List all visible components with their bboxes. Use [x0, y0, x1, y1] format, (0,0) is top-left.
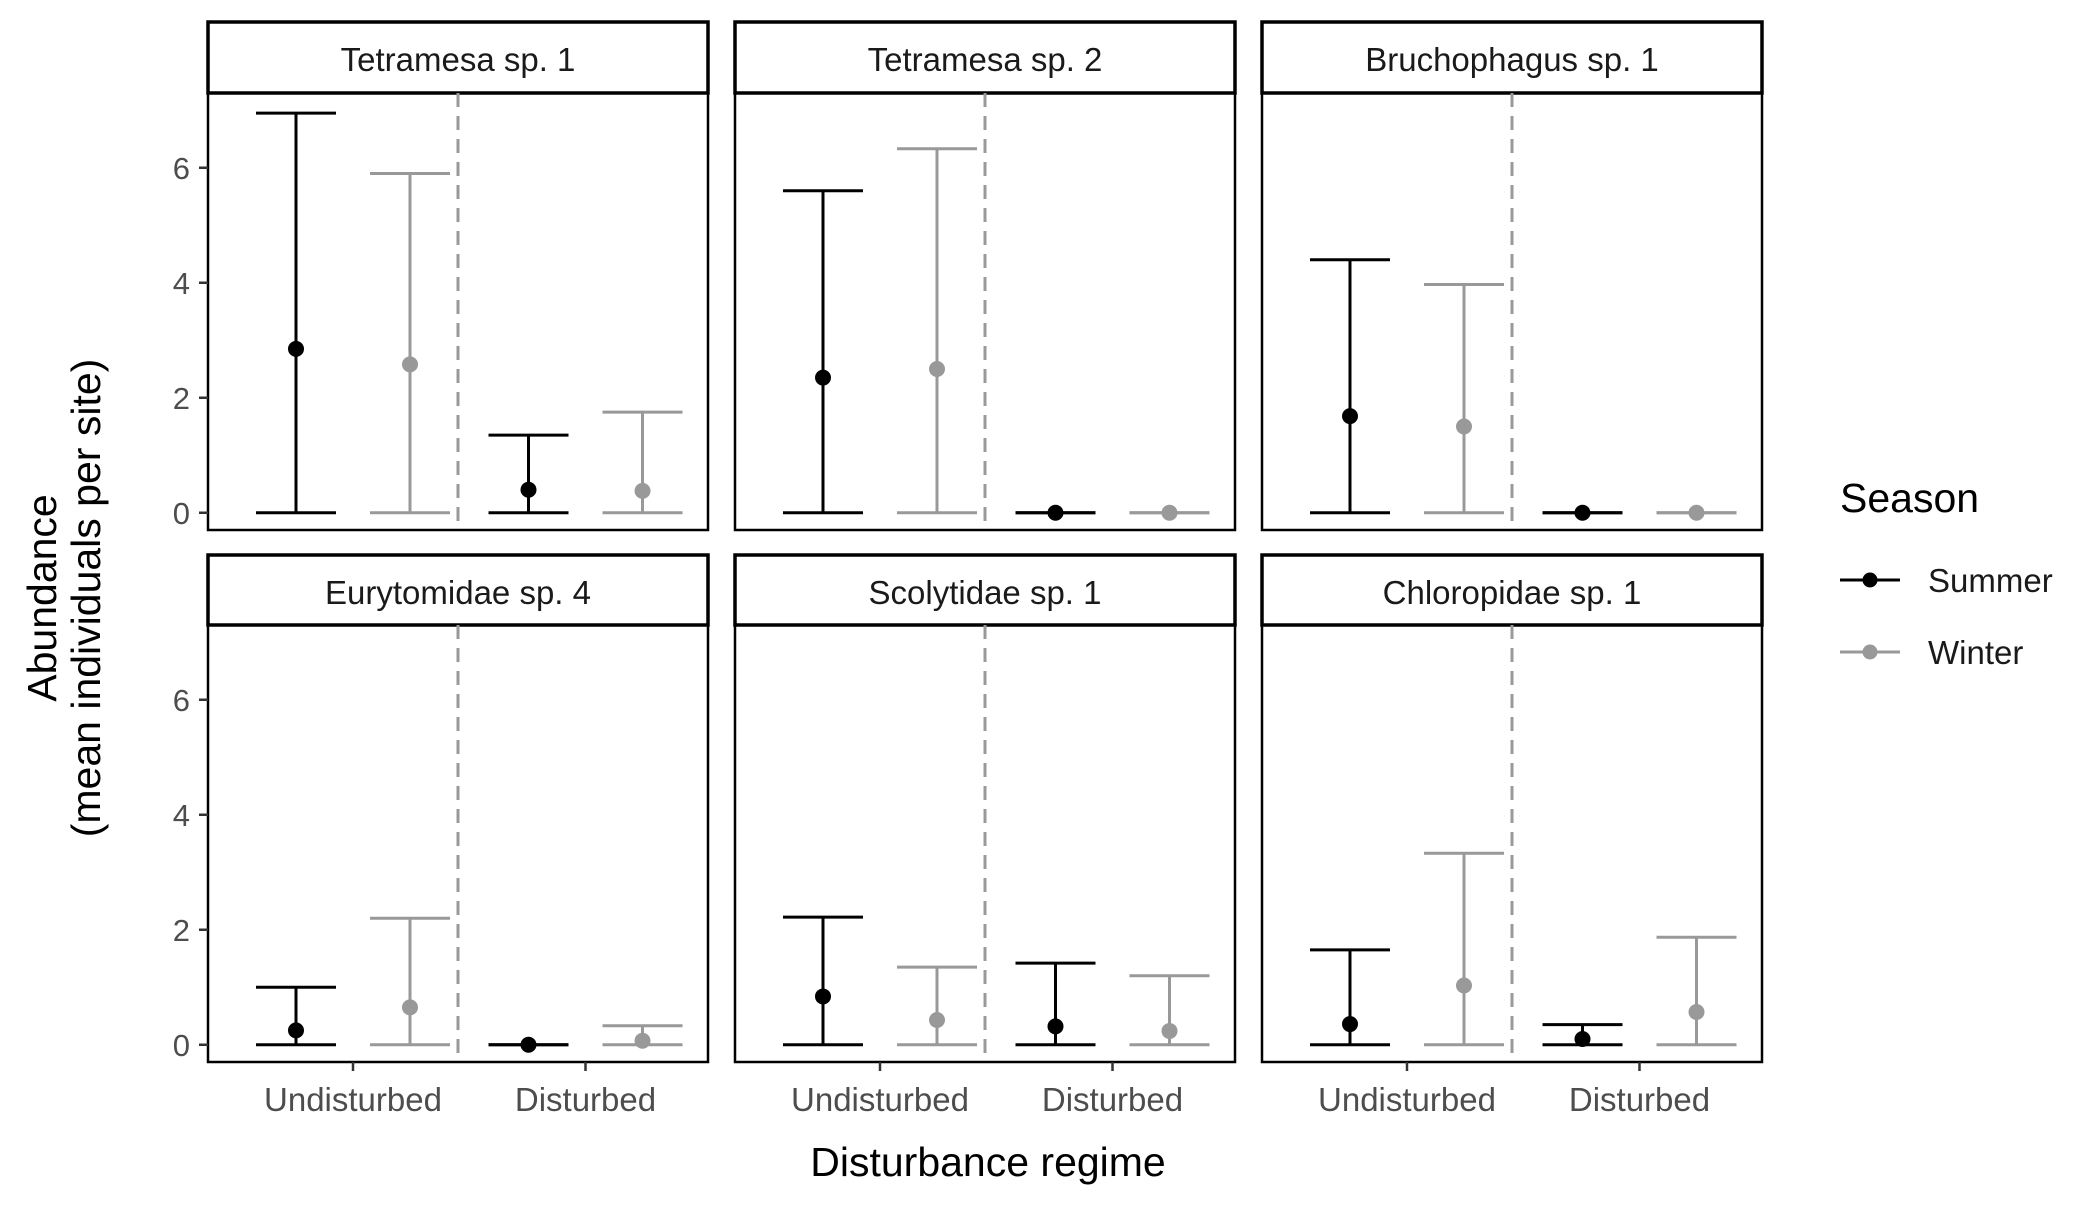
panel-tetramesa-sp-2: Tetramesa sp. 2: [733, 20, 1237, 532]
mean-point: [634, 1032, 651, 1049]
errorbar-winter-disturbed: [602, 410, 683, 515]
y-tick-label: 4: [173, 266, 190, 301]
legend-label: Summer: [1928, 562, 2053, 599]
mean-point: [288, 1022, 304, 1039]
mean-point: [402, 999, 418, 1016]
mean-point: [1456, 977, 1472, 994]
y-tick-label: 0: [173, 1028, 190, 1063]
facet-strip: [733, 553, 1237, 627]
mean-point: [1456, 418, 1472, 435]
mean-point: [520, 1036, 537, 1053]
x-tick-label: Disturbed: [515, 1081, 656, 1118]
panel-chloropidae-sp-1: Chloropidae sp. 1 Undisturbed Disturbed: [1260, 553, 1764, 1118]
mean-point: [815, 369, 831, 386]
errorbar-summer-disturbed: [1015, 961, 1096, 1047]
errorbar-summer-undisturbed: [1310, 258, 1390, 515]
facet-strip: [206, 553, 710, 627]
errorbar-summer-disturbed: [488, 433, 569, 515]
legend-label: Winter: [1928, 634, 2023, 671]
errorbar-summer-disturbed: [1542, 1023, 1623, 1047]
errorbar-summer-undisturbed: [256, 111, 336, 515]
panel-scolytidae-sp-1: Scolytidae sp. 1 Undisturbed Disturbed: [733, 553, 1237, 1118]
panel-bruchophagus-sp-1: Bruchophagus sp. 1: [1260, 20, 1764, 532]
legend: Season Summer Winter: [1840, 475, 2053, 671]
errorbar-winter-undisturbed: [897, 147, 977, 515]
mean-point: [1688, 1003, 1705, 1020]
mean-point: [815, 988, 831, 1005]
panel-eurytomidae-sp-4: Eurytomidae sp. 4 0 2 4 6 Undisturbed Disturbe…: [173, 553, 710, 1118]
y-tick-label: 2: [173, 913, 190, 948]
mean-point: [288, 340, 304, 357]
mean-point: [1161, 504, 1178, 521]
errorbar-winter-disturbed: [1656, 935, 1737, 1047]
facet-title: Tetramesa sp. 2: [868, 41, 1103, 78]
facet-strip: [1260, 20, 1764, 95]
errorbar-summer-disturbed: [488, 1036, 569, 1053]
errorbar-winter-undisturbed: [1424, 851, 1504, 1047]
mean-point: [402, 356, 418, 373]
legend-entry-summer: Summer: [1840, 562, 2053, 599]
errorbar-winter-undisturbed: [897, 965, 977, 1047]
mean-point: [1574, 504, 1591, 521]
facet-title: Scolytidae sp. 1: [869, 574, 1102, 611]
legend-key-point: [1862, 644, 1878, 660]
legend-title: Season: [1840, 475, 1979, 521]
mean-point: [929, 361, 945, 377]
facet-title: Tetramesa sp. 1: [341, 41, 576, 78]
errorbar-summer-undisturbed: [256, 985, 336, 1047]
y-axis-title: Abundance (mean individuals per site): [19, 359, 109, 838]
legend-entries: Summer Winter: [1840, 562, 2053, 671]
facet-strip: [206, 20, 710, 95]
y-tick-label: 2: [173, 381, 190, 416]
errorbar-winter-disturbed: [1129, 974, 1210, 1047]
errorbar-winter-disturbed: [1129, 504, 1210, 521]
mean-point: [1047, 1018, 1064, 1035]
x-tick-label: Undisturbed: [264, 1081, 442, 1118]
facet-title: Bruchophagus sp. 1: [1365, 41, 1659, 78]
errorbar-winter-disturbed: [1656, 504, 1737, 521]
errorbar-summer-disturbed: [1542, 504, 1623, 521]
y-tick-label: 4: [173, 798, 190, 833]
panel-tetramesa-sp-1: Tetramesa sp. 1 0 2 4 6: [173, 20, 710, 532]
mean-point: [1574, 1031, 1591, 1047]
legend-entry-winter: Winter: [1840, 634, 2023, 671]
errorbar-summer-undisturbed: [1310, 948, 1390, 1047]
mean-point: [1688, 504, 1705, 521]
errorbar-winter-undisturbed: [1424, 282, 1504, 515]
mean-point: [929, 1012, 945, 1029]
errorbar-winter-undisturbed: [370, 916, 450, 1047]
x-tick-label: Disturbed: [1569, 1081, 1710, 1118]
y-tick-label: 6: [173, 683, 190, 718]
mean-point: [1342, 1016, 1358, 1033]
errorbar-summer-disturbed: [1015, 504, 1096, 521]
facet-title: Eurytomidae sp. 4: [325, 574, 591, 611]
x-tick-label: Disturbed: [1042, 1081, 1183, 1118]
y-axis-title-line2: (mean individuals per site): [63, 359, 109, 838]
facet-strip: [733, 20, 1237, 95]
legend-key-point: [1862, 572, 1878, 588]
y-axis-title-line1: Abundance: [19, 494, 65, 701]
mean-point: [1047, 504, 1064, 521]
y-tick-label: 6: [173, 151, 190, 186]
errorbar-summer-undisturbed: [783, 189, 863, 515]
mean-point: [634, 482, 651, 499]
panels-layer: Tetramesa sp. 1 0 2 4 6 Tetramesa sp. 2 Brucho…: [173, 20, 1764, 1118]
errorbar-winter-disturbed: [602, 1024, 683, 1049]
facet-title: Chloropidae sp. 1: [1383, 574, 1642, 611]
x-tick-label: Undisturbed: [1318, 1081, 1496, 1118]
errorbar-winter-undisturbed: [370, 172, 450, 515]
y-tick-label: 0: [173, 496, 190, 531]
x-tick-label: Undisturbed: [791, 1081, 969, 1118]
x-axis-title: Disturbance regime: [810, 1139, 1166, 1185]
mean-point: [1342, 408, 1358, 425]
mean-point: [1161, 1022, 1178, 1039]
errorbar-summer-undisturbed: [783, 915, 863, 1047]
mean-point: [520, 481, 537, 498]
